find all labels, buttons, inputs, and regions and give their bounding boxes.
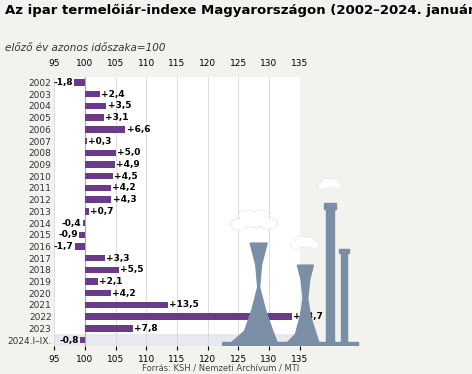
- Bar: [85, 196, 111, 203]
- Ellipse shape: [329, 179, 337, 184]
- Text: +0,3: +0,3: [88, 137, 111, 145]
- Text: +6,6: +6,6: [126, 125, 150, 134]
- Bar: [85, 173, 113, 180]
- Ellipse shape: [239, 211, 254, 220]
- Text: +4,2: +4,2: [112, 183, 135, 192]
- Bar: [85, 313, 292, 320]
- Ellipse shape: [295, 237, 305, 243]
- Ellipse shape: [244, 215, 264, 227]
- Ellipse shape: [309, 242, 319, 247]
- Ellipse shape: [329, 179, 337, 184]
- Bar: [85, 114, 104, 121]
- Ellipse shape: [230, 219, 248, 230]
- Text: +4,9: +4,9: [116, 160, 140, 169]
- Text: -0,9: -0,9: [59, 230, 78, 239]
- Text: -0,8: -0,8: [59, 335, 79, 344]
- Ellipse shape: [304, 237, 314, 243]
- Ellipse shape: [318, 183, 327, 188]
- Ellipse shape: [333, 183, 341, 188]
- Text: +0,7: +0,7: [91, 207, 114, 216]
- Text: +2,1: +2,1: [99, 277, 123, 286]
- Bar: [85, 302, 168, 308]
- Bar: [85, 161, 115, 168]
- Ellipse shape: [325, 181, 335, 187]
- Bar: [85, 138, 87, 144]
- Text: +5,0: +5,0: [117, 148, 140, 157]
- Text: +3,3: +3,3: [107, 254, 130, 263]
- Ellipse shape: [322, 179, 330, 184]
- Bar: [85, 126, 126, 132]
- Bar: [85, 150, 116, 156]
- Text: +3,5: +3,5: [108, 101, 131, 110]
- Bar: [85, 255, 105, 261]
- Text: előző év azonos időszaka=100: előző év azonos időszaka=100: [5, 43, 165, 53]
- Text: -1,7: -1,7: [53, 242, 73, 251]
- Ellipse shape: [253, 211, 270, 220]
- Ellipse shape: [308, 242, 319, 248]
- Polygon shape: [228, 243, 278, 346]
- Bar: [85, 185, 111, 191]
- Ellipse shape: [322, 179, 330, 184]
- Ellipse shape: [291, 242, 302, 248]
- Text: +4,3: +4,3: [113, 195, 136, 204]
- Ellipse shape: [231, 220, 248, 229]
- Ellipse shape: [238, 211, 255, 220]
- Ellipse shape: [319, 184, 327, 188]
- Ellipse shape: [253, 211, 269, 220]
- Text: +4,2: +4,2: [112, 289, 135, 298]
- Text: +3,1: +3,1: [105, 113, 129, 122]
- Text: +33,7: +33,7: [293, 312, 323, 321]
- Ellipse shape: [324, 181, 336, 187]
- Bar: [75, 243, 85, 250]
- Text: +7,8: +7,8: [134, 324, 158, 333]
- Text: +2,4: +2,4: [101, 90, 125, 99]
- Bar: [85, 208, 89, 215]
- Bar: [341, 251, 347, 346]
- Bar: [85, 103, 107, 109]
- Text: +13,5: +13,5: [169, 300, 199, 309]
- Bar: [85, 278, 98, 285]
- Text: +5,5: +5,5: [120, 265, 143, 275]
- Bar: [222, 341, 358, 346]
- Bar: [80, 337, 85, 343]
- Bar: [324, 203, 336, 209]
- Ellipse shape: [243, 215, 265, 227]
- Bar: [339, 249, 349, 254]
- Ellipse shape: [299, 240, 311, 246]
- Ellipse shape: [260, 218, 278, 229]
- Bar: [326, 206, 334, 346]
- Ellipse shape: [260, 219, 277, 229]
- Text: -0,4: -0,4: [62, 218, 81, 227]
- Bar: [85, 325, 133, 332]
- Ellipse shape: [333, 183, 342, 188]
- Ellipse shape: [291, 242, 301, 248]
- Text: -1,8: -1,8: [53, 78, 73, 87]
- Text: Az ipar termelőiár-indexe Magyarországon (2002–2024. január–szeptember): Az ipar termelőiár-indexe Magyarországon…: [5, 4, 472, 17]
- Ellipse shape: [296, 237, 305, 242]
- Ellipse shape: [304, 237, 314, 242]
- Bar: [83, 220, 85, 226]
- Text: +4,5: +4,5: [114, 172, 137, 181]
- Bar: [74, 79, 85, 86]
- Bar: [85, 290, 111, 297]
- Bar: [54, 334, 300, 346]
- Text: Forrás: KSH / Nemzeti Archívum / MTI: Forrás: KSH / Nemzeti Archívum / MTI: [142, 363, 299, 372]
- Bar: [85, 91, 100, 98]
- Polygon shape: [284, 265, 320, 346]
- Bar: [85, 267, 119, 273]
- Bar: [79, 232, 85, 238]
- Ellipse shape: [298, 239, 312, 247]
